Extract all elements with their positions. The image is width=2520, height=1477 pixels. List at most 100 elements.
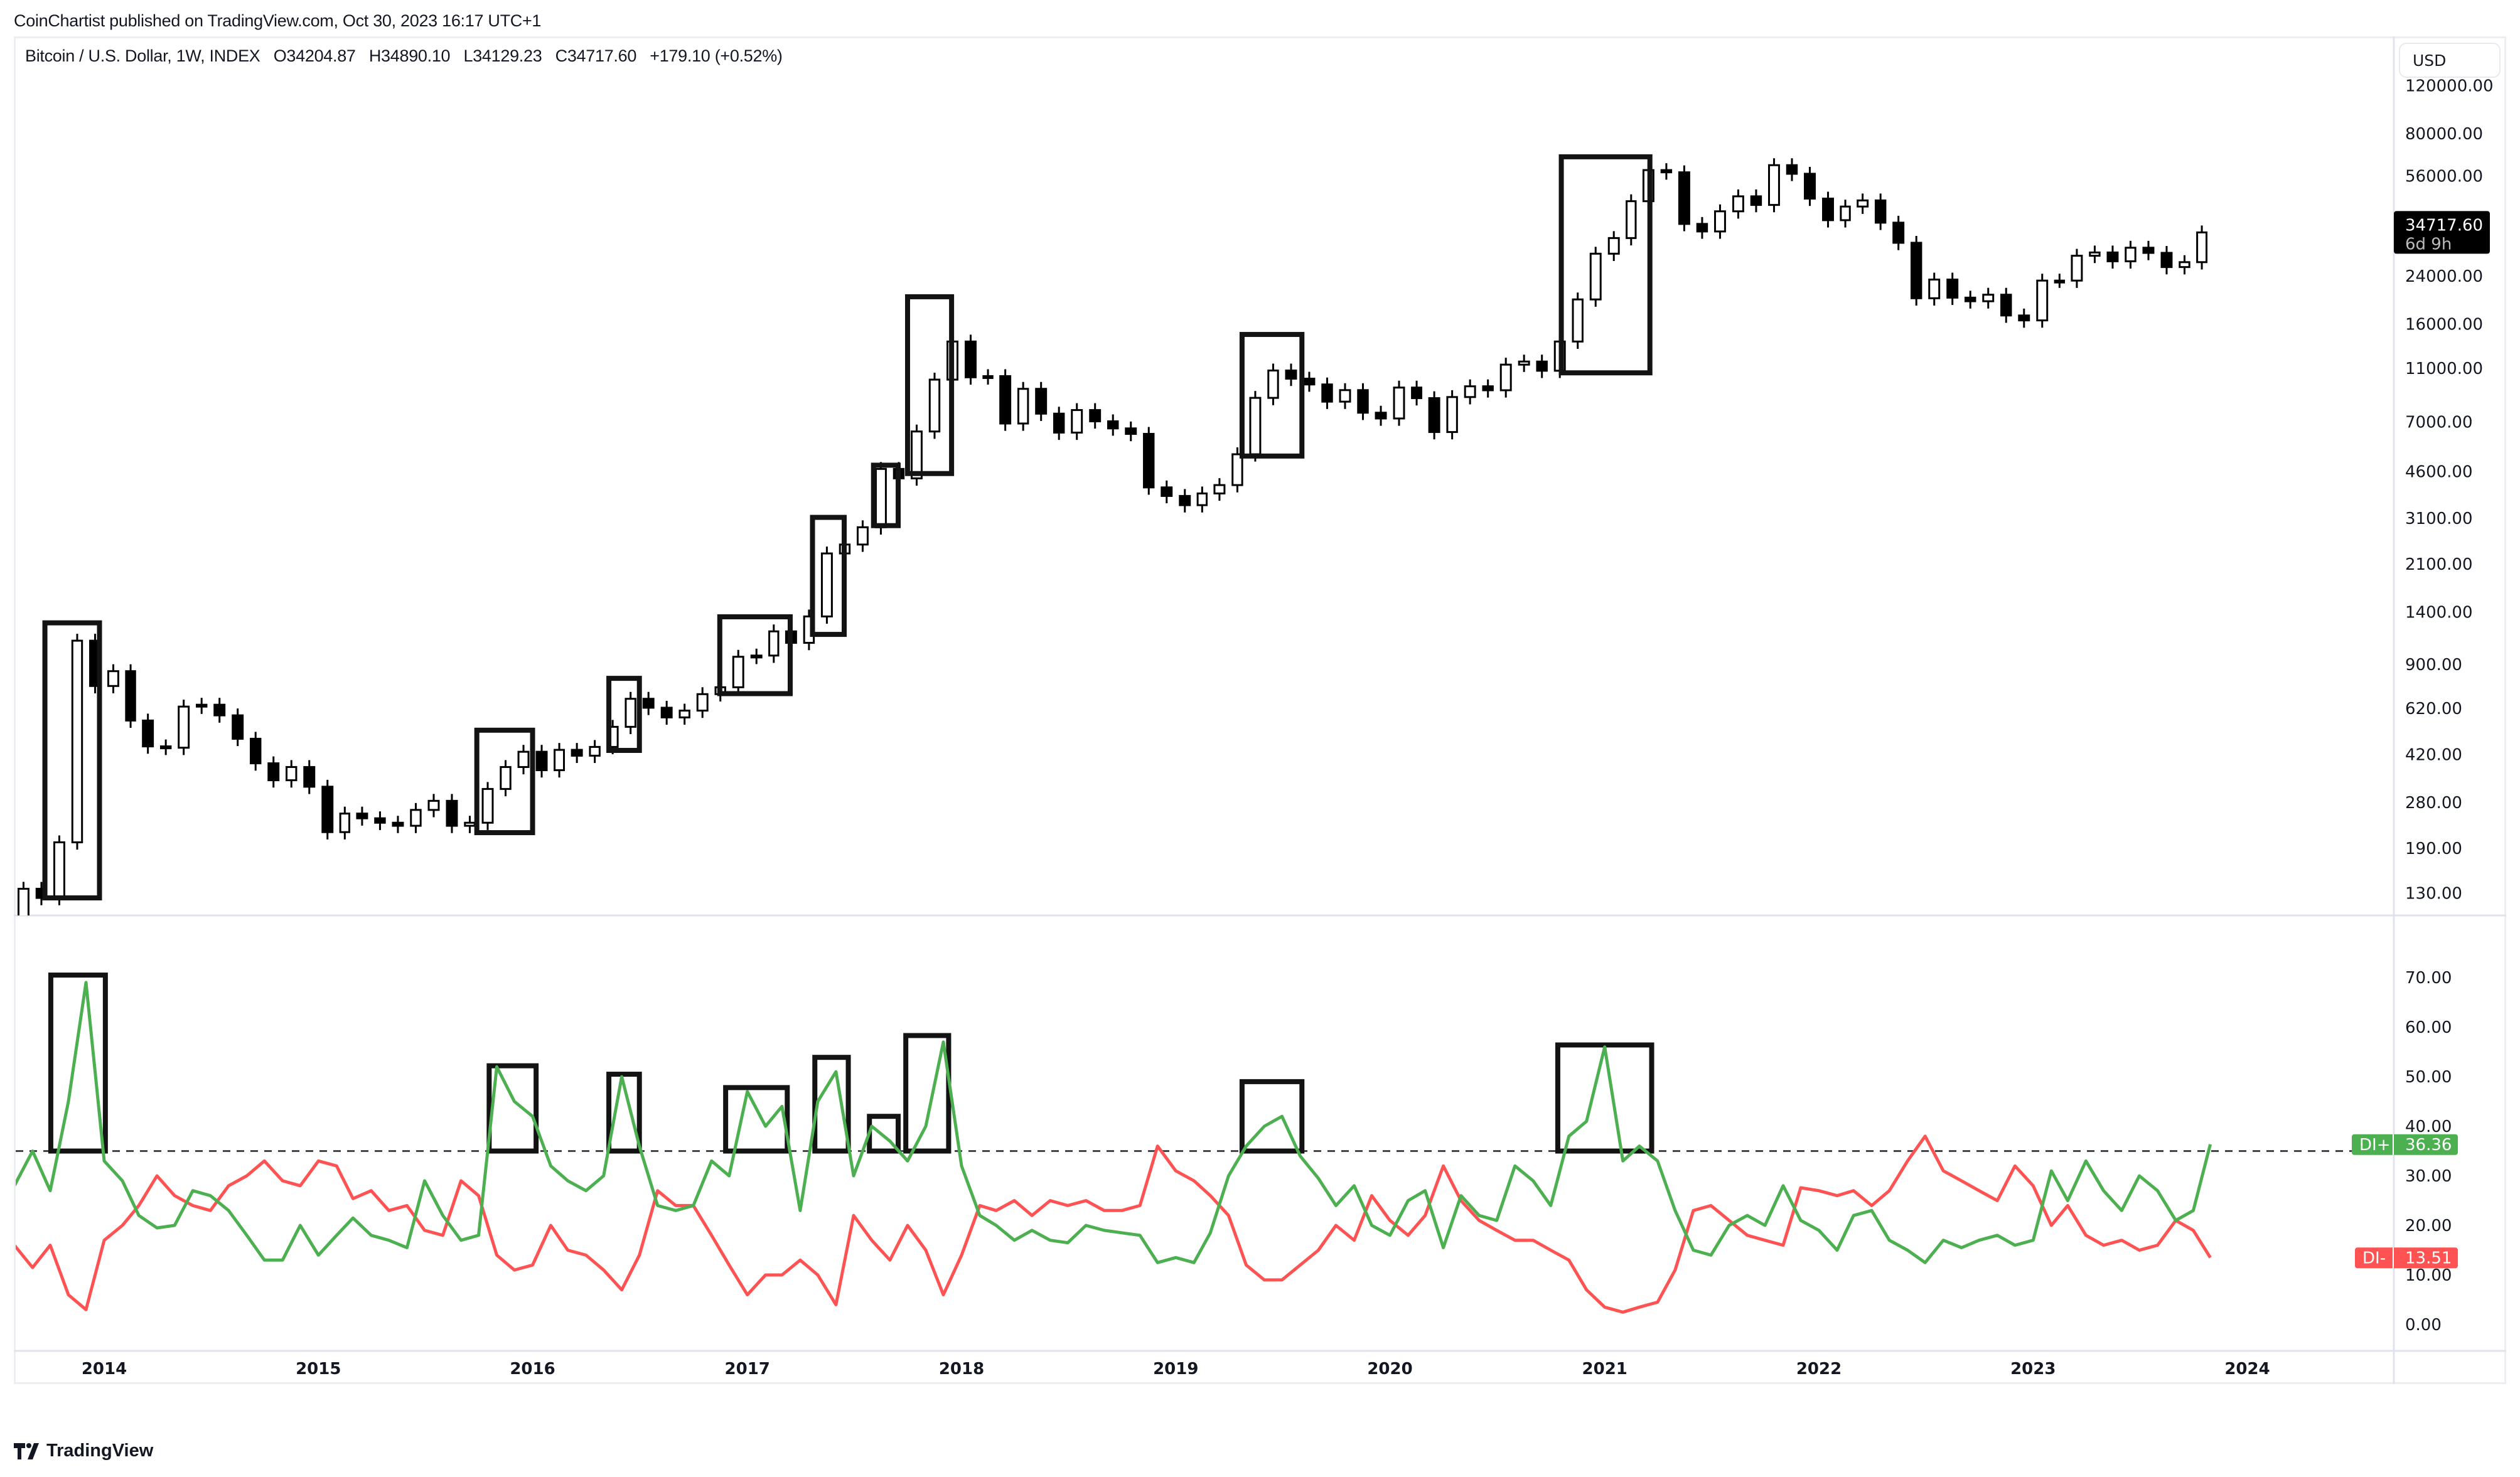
candle-body xyxy=(159,745,172,750)
annotation-box[interactable] xyxy=(486,1063,539,1154)
candle xyxy=(1499,358,1512,398)
legend-low: L34129.23 xyxy=(463,46,542,65)
candle xyxy=(142,713,154,754)
annotation-box[interactable] xyxy=(606,676,642,753)
candle-body xyxy=(1572,298,1584,343)
candle-body xyxy=(999,375,1012,425)
candle xyxy=(982,369,994,385)
annotation-box[interactable] xyxy=(717,614,793,696)
candle xyxy=(1892,215,1905,250)
candle xyxy=(1589,247,1602,307)
candle-body xyxy=(1536,360,1548,372)
annotation-box[interactable] xyxy=(871,462,901,528)
candle-body xyxy=(1161,486,1173,497)
candle-body xyxy=(446,799,458,827)
annotation-box[interactable] xyxy=(474,727,535,836)
candle xyxy=(1678,165,1690,232)
year-tick-label: 2022 xyxy=(1796,1360,1842,1378)
candle xyxy=(2089,245,2101,264)
annotation-box[interactable] xyxy=(1239,332,1305,459)
candle-body xyxy=(1339,389,1351,403)
tradingview-footer[interactable]: TradingView xyxy=(14,1441,153,1461)
candle-body xyxy=(2036,279,2049,322)
year-tick-label: 2021 xyxy=(1582,1360,1627,1378)
candle xyxy=(1732,189,1744,219)
annotation-box[interactable] xyxy=(1239,1079,1305,1154)
candle-body xyxy=(768,630,780,657)
candle-body xyxy=(1321,383,1333,403)
candle xyxy=(1607,231,1620,261)
candle-body xyxy=(356,813,368,819)
candle xyxy=(768,624,780,663)
candle xyxy=(1928,272,1941,306)
candle-body xyxy=(696,693,709,712)
annotation-box[interactable] xyxy=(723,1085,790,1154)
last-price-badge xyxy=(2394,211,2490,254)
annotation-box[interactable] xyxy=(48,973,108,1154)
candle-body xyxy=(732,656,744,688)
candle xyxy=(1411,380,1423,406)
candle xyxy=(660,700,673,725)
candle xyxy=(159,739,172,755)
legend-close: C34717.60 xyxy=(555,46,637,65)
candle-body xyxy=(1231,453,1243,486)
symbol-title[interactable]: Bitcoin / U.S. Dollar, 1W, INDEX xyxy=(25,46,260,65)
candle xyxy=(856,520,869,552)
candle-body xyxy=(1786,164,1798,175)
candle-body xyxy=(142,719,154,748)
candle xyxy=(1375,405,1387,426)
candle xyxy=(1179,489,1191,513)
candle xyxy=(999,369,1012,431)
candle xyxy=(2071,248,2083,288)
price-tick-label: 2100.00 xyxy=(2405,555,2473,574)
annotation-box[interactable] xyxy=(810,515,847,637)
currency-button[interactable]: USD xyxy=(2399,43,2501,78)
bar-countdown-label: 6d 9h xyxy=(2405,235,2452,253)
annotation-box[interactable] xyxy=(904,294,955,476)
candle xyxy=(267,756,280,788)
price-pane[interactable] xyxy=(17,154,2208,932)
candle xyxy=(286,760,298,788)
candle-body xyxy=(1482,385,1494,392)
candle xyxy=(356,806,368,826)
candle xyxy=(517,745,530,775)
candle-body xyxy=(1267,370,1279,399)
candle-body xyxy=(2071,255,2083,282)
candle-body xyxy=(1446,396,1458,434)
annotation-box[interactable] xyxy=(1558,154,1653,376)
candle-body xyxy=(2089,251,2101,257)
di-plus-tag xyxy=(2352,1134,2458,1155)
annotation-box[interactable] xyxy=(42,620,102,901)
candle xyxy=(250,732,262,771)
candle xyxy=(178,700,190,755)
candle xyxy=(374,811,386,830)
annotation-box[interactable] xyxy=(812,1055,851,1154)
candle-body xyxy=(250,737,262,765)
price-tick-label: 3100.00 xyxy=(2405,509,2473,528)
candle xyxy=(678,703,690,725)
legend-change: +179.10 (+0.52%) xyxy=(650,46,783,65)
candle xyxy=(928,373,941,439)
candle-body xyxy=(517,750,530,768)
price-tick-label: 900.00 xyxy=(2405,656,2462,675)
annotation-box[interactable] xyxy=(606,1072,642,1154)
dmi-pane[interactable] xyxy=(14,973,2394,1314)
annotation-box[interactable] xyxy=(903,1033,952,1154)
candle xyxy=(2018,308,2030,328)
price-tick-label: 620.00 xyxy=(2405,700,2462,718)
symbol-legend: Bitcoin / U.S. Dollar, 1W, INDEX O34204.… xyxy=(25,46,791,66)
year-tick-label: 2015 xyxy=(296,1360,341,1378)
footer-brand: TradingView xyxy=(46,1441,154,1461)
candle-body xyxy=(481,787,494,824)
candle-body xyxy=(321,786,334,833)
annotation-box[interactable] xyxy=(1555,1042,1654,1154)
candle-body xyxy=(589,745,601,757)
indicator-tick-label: 10.00 xyxy=(2405,1266,2452,1285)
indicator-tick-label: 30.00 xyxy=(2405,1167,2452,1186)
chart-frame xyxy=(14,36,2506,1384)
candle-body xyxy=(820,552,833,617)
di-plus-line xyxy=(16,981,2212,1264)
candle-body xyxy=(71,639,83,843)
candle xyxy=(1768,158,1780,213)
